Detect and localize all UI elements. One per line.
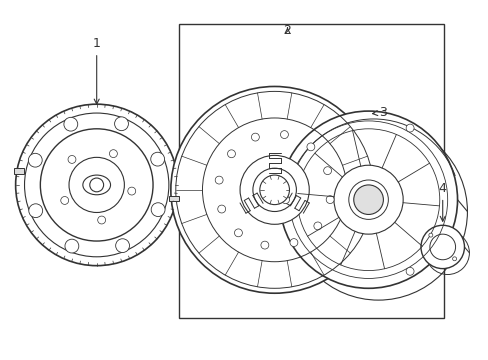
Circle shape [98,216,105,224]
Circle shape [452,257,456,261]
Circle shape [90,178,103,192]
Circle shape [68,156,76,163]
Circle shape [16,104,178,266]
Circle shape [41,129,153,241]
Circle shape [116,239,129,252]
Bar [169,195,179,202]
Circle shape [170,86,378,293]
Circle shape [69,157,124,212]
Circle shape [150,152,164,166]
Circle shape [29,204,42,217]
Text: 2: 2 [283,24,291,37]
Circle shape [234,229,242,237]
Circle shape [227,150,235,158]
Circle shape [240,156,308,224]
Circle shape [65,239,79,253]
Circle shape [428,233,432,237]
Circle shape [252,168,296,212]
Text: 3: 3 [372,106,386,119]
Circle shape [261,241,268,249]
Circle shape [259,175,289,204]
Circle shape [127,187,136,195]
Circle shape [325,195,333,203]
Circle shape [28,153,42,167]
Circle shape [151,203,164,216]
Circle shape [109,150,117,158]
Circle shape [251,133,259,141]
Circle shape [323,167,331,175]
Circle shape [64,117,78,131]
Ellipse shape [82,175,110,195]
Circle shape [281,196,289,204]
Circle shape [353,185,383,215]
Circle shape [333,165,402,234]
Circle shape [289,239,297,247]
Bar [179,24,443,318]
Circle shape [420,225,464,269]
Circle shape [280,131,288,139]
Circle shape [114,117,128,131]
Circle shape [313,222,321,230]
Circle shape [279,111,457,288]
Circle shape [215,176,223,184]
Circle shape [217,205,225,213]
Circle shape [406,267,413,275]
Circle shape [24,113,168,257]
Circle shape [406,124,413,132]
Circle shape [306,143,314,151]
Text: 1: 1 [93,37,101,104]
Text: 4: 4 [438,182,446,221]
Bar [14,168,24,174]
Circle shape [61,197,68,204]
